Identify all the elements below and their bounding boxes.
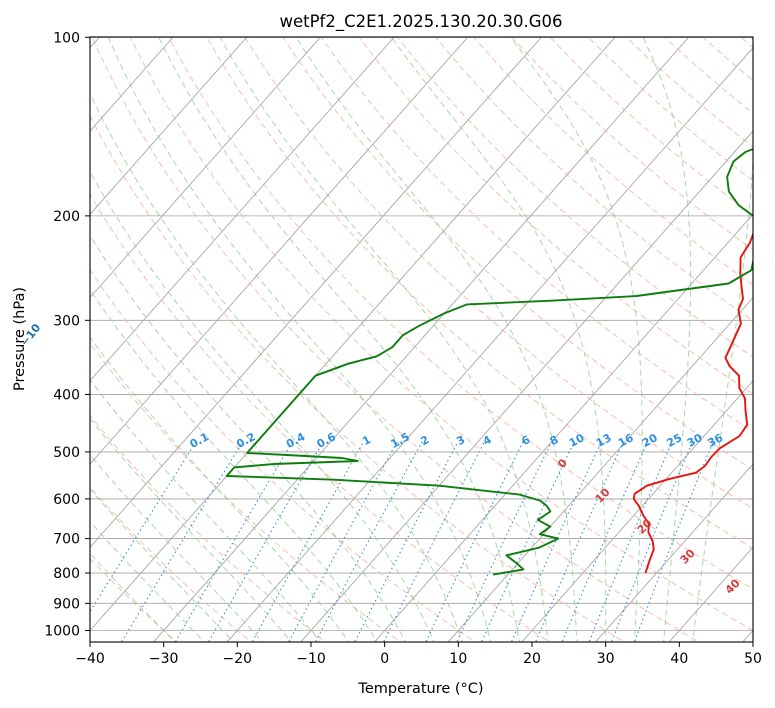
mixing-ratio-line <box>288 441 398 642</box>
x-tick-label: 50 <box>744 651 762 667</box>
isotherm-line <box>152 37 690 642</box>
dry-adiabat-line <box>91 37 700 642</box>
dry-adiabat-line <box>90 342 402 642</box>
temperature-profile-line <box>632 231 753 574</box>
moist-adiabat-line <box>90 453 264 642</box>
isotherm-line <box>521 380 753 642</box>
dry-adiabat-line <box>549 37 753 216</box>
y-axis-label: Pressure (hPa) <box>12 287 28 391</box>
mixing-ratio-label: 20 <box>640 431 660 450</box>
y-tick-label: 500 <box>53 445 80 461</box>
y-tick-label: 600 <box>53 492 80 508</box>
dry-adiabat-line <box>206 37 753 550</box>
x-tick-label: 30 <box>597 651 615 667</box>
dry-adiabat-line <box>244 37 753 510</box>
dry-adiabat-line <box>625 37 753 148</box>
isotherm-line <box>90 37 469 465</box>
y-tick-label: 1000 <box>44 624 80 640</box>
moist-adiabat-line <box>90 488 235 642</box>
y-tick-label: 900 <box>53 596 80 612</box>
isotherm-line <box>373 213 753 642</box>
isotherm-line <box>90 37 543 548</box>
isotherm-line <box>90 37 174 132</box>
moist-adiabat-line <box>219 37 549 642</box>
y-tick-label: 100 <box>53 30 80 46</box>
isotherm-line <box>594 463 753 642</box>
dry-adiabat-line <box>511 37 753 251</box>
moist-adiabat-line <box>295 37 578 642</box>
x-tick-label: −30 <box>149 651 179 667</box>
x-tick-label: 10 <box>449 651 467 667</box>
mixing-ratio-line <box>383 441 486 642</box>
isotherm-line <box>90 37 248 215</box>
dry-adiabat-line <box>90 486 252 642</box>
moist-adiabat-line <box>90 170 435 642</box>
isotherm-line <box>447 296 753 642</box>
x-axis-label: Temperature (°C) <box>357 681 483 697</box>
mixing-ratio-label: 36 <box>706 431 726 450</box>
mixing-ratio-line <box>510 441 603 642</box>
moist-adiabat-line <box>391 37 607 642</box>
dry-adiabat-line <box>396 37 753 358</box>
mixing-ratio-label: 25 <box>665 431 685 450</box>
x-tick-label: −20 <box>223 651 253 667</box>
mixing-ratio-line <box>174 441 294 642</box>
mixing-ratio-line <box>120 441 244 642</box>
mixing-ratio-label: 13 <box>594 431 614 450</box>
x-tick-label: 20 <box>523 651 541 667</box>
isotherm-line <box>300 130 753 642</box>
dry-adiabat-line <box>129 37 753 632</box>
chart-title: wetPf2_C2E1.2025.130.20.30.G06 <box>279 12 562 32</box>
dry-adiabat-line <box>587 37 753 182</box>
mixing-ratio-line <box>425 441 524 642</box>
isotherm-line <box>90 37 616 632</box>
x-tick-label: −40 <box>75 651 105 667</box>
mixing-ratio-line <box>456 441 553 642</box>
dry-adiabat-line <box>167 37 753 590</box>
dry-adiabat-line <box>90 114 626 642</box>
isotherm-line <box>90 37 395 382</box>
x-tick-label: 0 <box>380 651 389 667</box>
moist-adiabat-line <box>90 92 463 642</box>
mixing-ratio-label: 16 <box>616 431 636 450</box>
x-tick-label: 40 <box>670 651 688 667</box>
moist-adiabat-line <box>107 37 492 642</box>
x-tick-label: −10 <box>296 651 326 667</box>
mixing-ratio-label: 30 <box>685 431 705 450</box>
y-tick-label: 300 <box>53 313 80 329</box>
mixing-ratio-line <box>90 441 197 613</box>
mixing-ratio-line <box>251 441 365 642</box>
dry-adiabat-line <box>358 37 753 395</box>
mixing-ratio-line <box>354 441 459 642</box>
mixing-ratio-line <box>207 441 324 642</box>
plot-frame <box>89 36 754 643</box>
moist-adiabat-line <box>90 336 350 642</box>
dry-adiabat-line <box>320 37 753 433</box>
isotherm-line <box>90 37 322 299</box>
isotherm-line <box>226 47 753 642</box>
y-tick-label: 400 <box>53 387 80 403</box>
y-tick-label: 200 <box>53 209 80 225</box>
dewpoint-profile-line <box>225 148 753 576</box>
moist-adiabat-line <box>642 37 692 642</box>
moist-adiabat-line <box>90 417 293 642</box>
y-tick-label: 700 <box>53 532 80 548</box>
moist-adiabat-line <box>90 288 378 642</box>
y-tick-label: 800 <box>53 566 80 582</box>
moist-adiabat-line <box>90 234 407 642</box>
moist-adiabat-line <box>90 378 321 642</box>
mixing-ratio-line <box>314 441 423 642</box>
dry-adiabat-line <box>282 37 753 471</box>
mixing-ratio-label: 10 <box>567 431 587 450</box>
